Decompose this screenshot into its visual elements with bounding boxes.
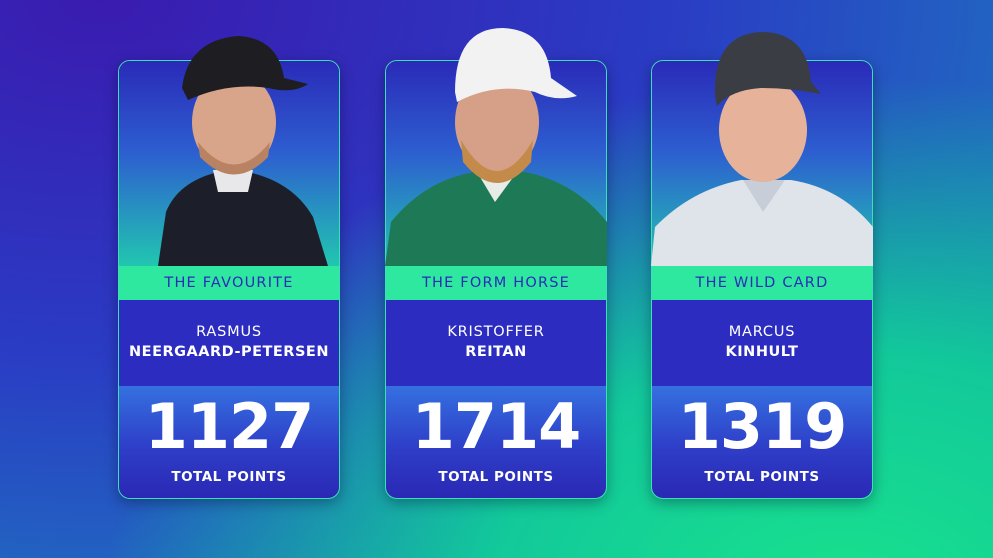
points-panel: 1714 TOTAL POINTS: [386, 386, 606, 498]
name-panel: KRISTOFFER REITAN: [386, 300, 606, 386]
name-panel: MARCUS KINHULT: [652, 300, 872, 386]
points: 1127: [144, 390, 315, 463]
first-name: RASMUS: [196, 324, 262, 340]
points-panel: 1319 TOTAL POINTS: [652, 386, 872, 498]
first-name: MARCUS: [728, 324, 796, 340]
card-label: THE FORM HORSE: [386, 266, 606, 300]
name-panel: RASMUS NEERGAARD-PETERSEN: [119, 300, 339, 386]
points-label: TOTAL POINTS: [438, 469, 554, 485]
points-label: TOTAL POINTS: [704, 469, 820, 485]
points-label: TOTAL POINTS: [171, 469, 287, 485]
player-card: THE FAVOURITE RASMUS NEERGAARD-PETERSEN …: [118, 60, 340, 499]
card-label: THE WILD CARD: [652, 266, 872, 300]
points-panel: 1127 TOTAL POINTS: [119, 386, 339, 498]
first-name: KRISTOFFER: [447, 324, 545, 340]
player-photo: [385, 28, 607, 266]
card-label: THE FAVOURITE: [119, 266, 339, 300]
player-photo: [158, 36, 328, 266]
last-name: NEERGAARD-PETERSEN: [129, 344, 329, 360]
points: 1319: [677, 390, 848, 463]
last-name: REITAN: [465, 344, 527, 360]
points: 1714: [411, 390, 582, 463]
last-name: KINHULT: [725, 344, 799, 360]
player-photo: [651, 32, 873, 266]
